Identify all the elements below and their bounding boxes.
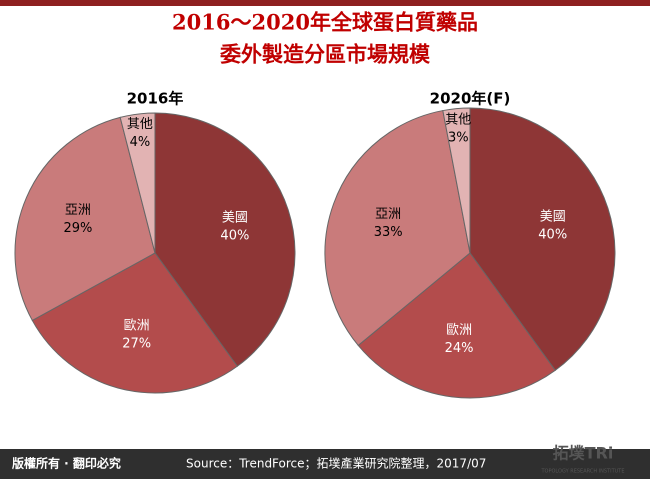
slice-value: 33% — [374, 225, 403, 240]
pie-slice — [469, 107, 616, 372]
slice-value: 40% — [538, 228, 567, 243]
slice-label: 歐洲 — [124, 318, 150, 333]
pie-slice — [324, 109, 471, 347]
title-line: 2016～2020年全球蛋白質藥品 — [172, 10, 478, 35]
pie-slice — [14, 116, 156, 322]
slice-value: 27% — [122, 336, 151, 351]
slice-label: 其他 — [127, 117, 153, 132]
slice-label: 歐洲 — [446, 323, 472, 338]
slice-label: 其他 — [445, 112, 471, 127]
footer-bar — [0, 449, 650, 479]
slice-label: 亞洲 — [375, 207, 401, 222]
pie-slice — [357, 252, 556, 399]
logo: 拓墣TRi — [553, 444, 614, 463]
footer-source: Source：TrendForce；拓墣產業研究院整理，2017/07 — [186, 456, 486, 471]
slice-value: 4% — [130, 135, 151, 150]
logo-sub: TOPOLOGY RESEARCH INSTITUTE — [540, 469, 624, 475]
pie-slice — [31, 252, 238, 394]
pie-slice — [119, 112, 156, 254]
pie-slice — [442, 107, 471, 254]
slice-value: 3% — [448, 130, 469, 145]
slice-label: 美國 — [540, 210, 566, 225]
title-line: 委外製造分區市場規模 — [219, 42, 431, 67]
slice-value: 29% — [63, 221, 92, 236]
slice-label: 亞洲 — [65, 203, 91, 218]
slice-label: 美國 — [222, 211, 248, 226]
chart-title: 2020年(F) — [430, 90, 511, 108]
top-border — [0, 0, 650, 6]
footer-rights: 版權所有 · 翻印必究 — [12, 456, 121, 471]
chart-title: 2016年 — [127, 90, 184, 108]
slice-value: 24% — [445, 341, 474, 356]
slice-value: 40% — [220, 229, 249, 244]
pie-slice — [154, 112, 296, 367]
